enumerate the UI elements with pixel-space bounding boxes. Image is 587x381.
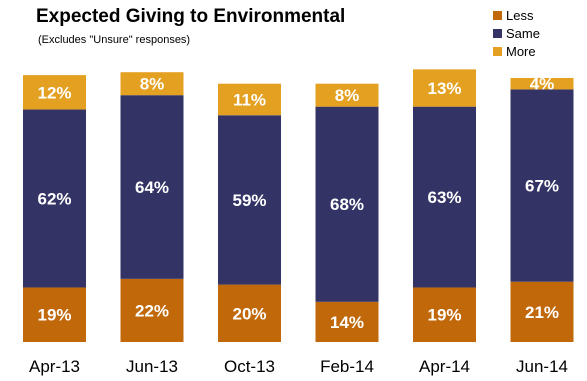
legend-item-less: Less bbox=[493, 6, 540, 24]
data-label-same-feb-14: 68% bbox=[330, 195, 364, 214]
legend-swatch-less bbox=[493, 10, 502, 20]
bar-more-jun-13 bbox=[120, 72, 184, 96]
x-tick-label: Apr-14 bbox=[419, 357, 470, 376]
x-tick-label: Oct-13 bbox=[224, 357, 275, 376]
chart-title: Expected Giving to Environmental bbox=[36, 6, 346, 27]
bar-more-feb-14 bbox=[315, 83, 379, 107]
bar-same-jun-14 bbox=[510, 89, 574, 282]
data-label-same-oct-13: 59% bbox=[232, 191, 266, 210]
data-label-same-jun-13: 64% bbox=[135, 178, 169, 197]
chart-subtitle: (Excludes "Unsure" responses) bbox=[38, 34, 191, 46]
bar-same-feb-14 bbox=[315, 106, 379, 302]
legend-item-same: Same bbox=[493, 24, 540, 42]
data-label-less-jun-13: 22% bbox=[135, 301, 169, 320]
bar-less-feb-14 bbox=[315, 301, 379, 342]
bar-less-oct-13 bbox=[218, 284, 281, 342]
bar-same-apr-13 bbox=[23, 109, 86, 288]
data-label-same-apr-14: 63% bbox=[427, 188, 461, 207]
legend-swatch-same bbox=[493, 28, 502, 38]
legend-swatch-more bbox=[493, 46, 502, 56]
data-label-less-apr-13: 19% bbox=[37, 306, 71, 325]
data-label-same-apr-13: 62% bbox=[37, 190, 71, 209]
data-label-less-feb-14: 14% bbox=[330, 313, 364, 332]
bar-more-jun-14 bbox=[510, 77, 574, 90]
x-tick-label: Feb-14 bbox=[320, 357, 374, 376]
data-label-less-jun-14: 21% bbox=[525, 303, 559, 322]
data-label-more-oct-13: 11% bbox=[233, 90, 266, 109]
bar-less-jun-13 bbox=[120, 278, 184, 342]
data-label-more-jun-13: 8% bbox=[140, 75, 165, 94]
legend-label-same: Same bbox=[506, 25, 540, 41]
x-tick-label: Jun-14 bbox=[516, 357, 568, 376]
bar-more-oct-13 bbox=[218, 83, 281, 116]
data-label-more-apr-14: 13% bbox=[427, 79, 461, 98]
legend-item-more: More bbox=[493, 42, 540, 60]
data-label-less-oct-13: 20% bbox=[232, 304, 266, 323]
bar-more-apr-13 bbox=[23, 75, 86, 110]
data-label-same-jun-14: 67% bbox=[525, 177, 559, 196]
bar-same-jun-13 bbox=[120, 95, 184, 279]
data-label-more-feb-14: 8% bbox=[335, 86, 360, 105]
legend: Less Same More bbox=[493, 6, 540, 60]
x-tick-label: Jun-13 bbox=[126, 357, 178, 376]
bar-less-apr-14 bbox=[413, 287, 476, 342]
x-tick-label: Apr-13 bbox=[29, 357, 80, 376]
legend-label-less: Less bbox=[506, 7, 534, 23]
bar-same-oct-13 bbox=[218, 115, 281, 285]
bar-less-apr-13 bbox=[23, 287, 86, 342]
bar-same-apr-14 bbox=[413, 106, 476, 288]
data-label-more-jun-14: 4% bbox=[530, 75, 555, 94]
legend-label-more: More bbox=[506, 43, 536, 59]
bar-less-jun-14 bbox=[510, 281, 574, 342]
bar-more-apr-14 bbox=[413, 69, 476, 107]
data-label-less-apr-14: 19% bbox=[427, 306, 461, 325]
data-label-more-apr-13: 12% bbox=[37, 83, 71, 102]
